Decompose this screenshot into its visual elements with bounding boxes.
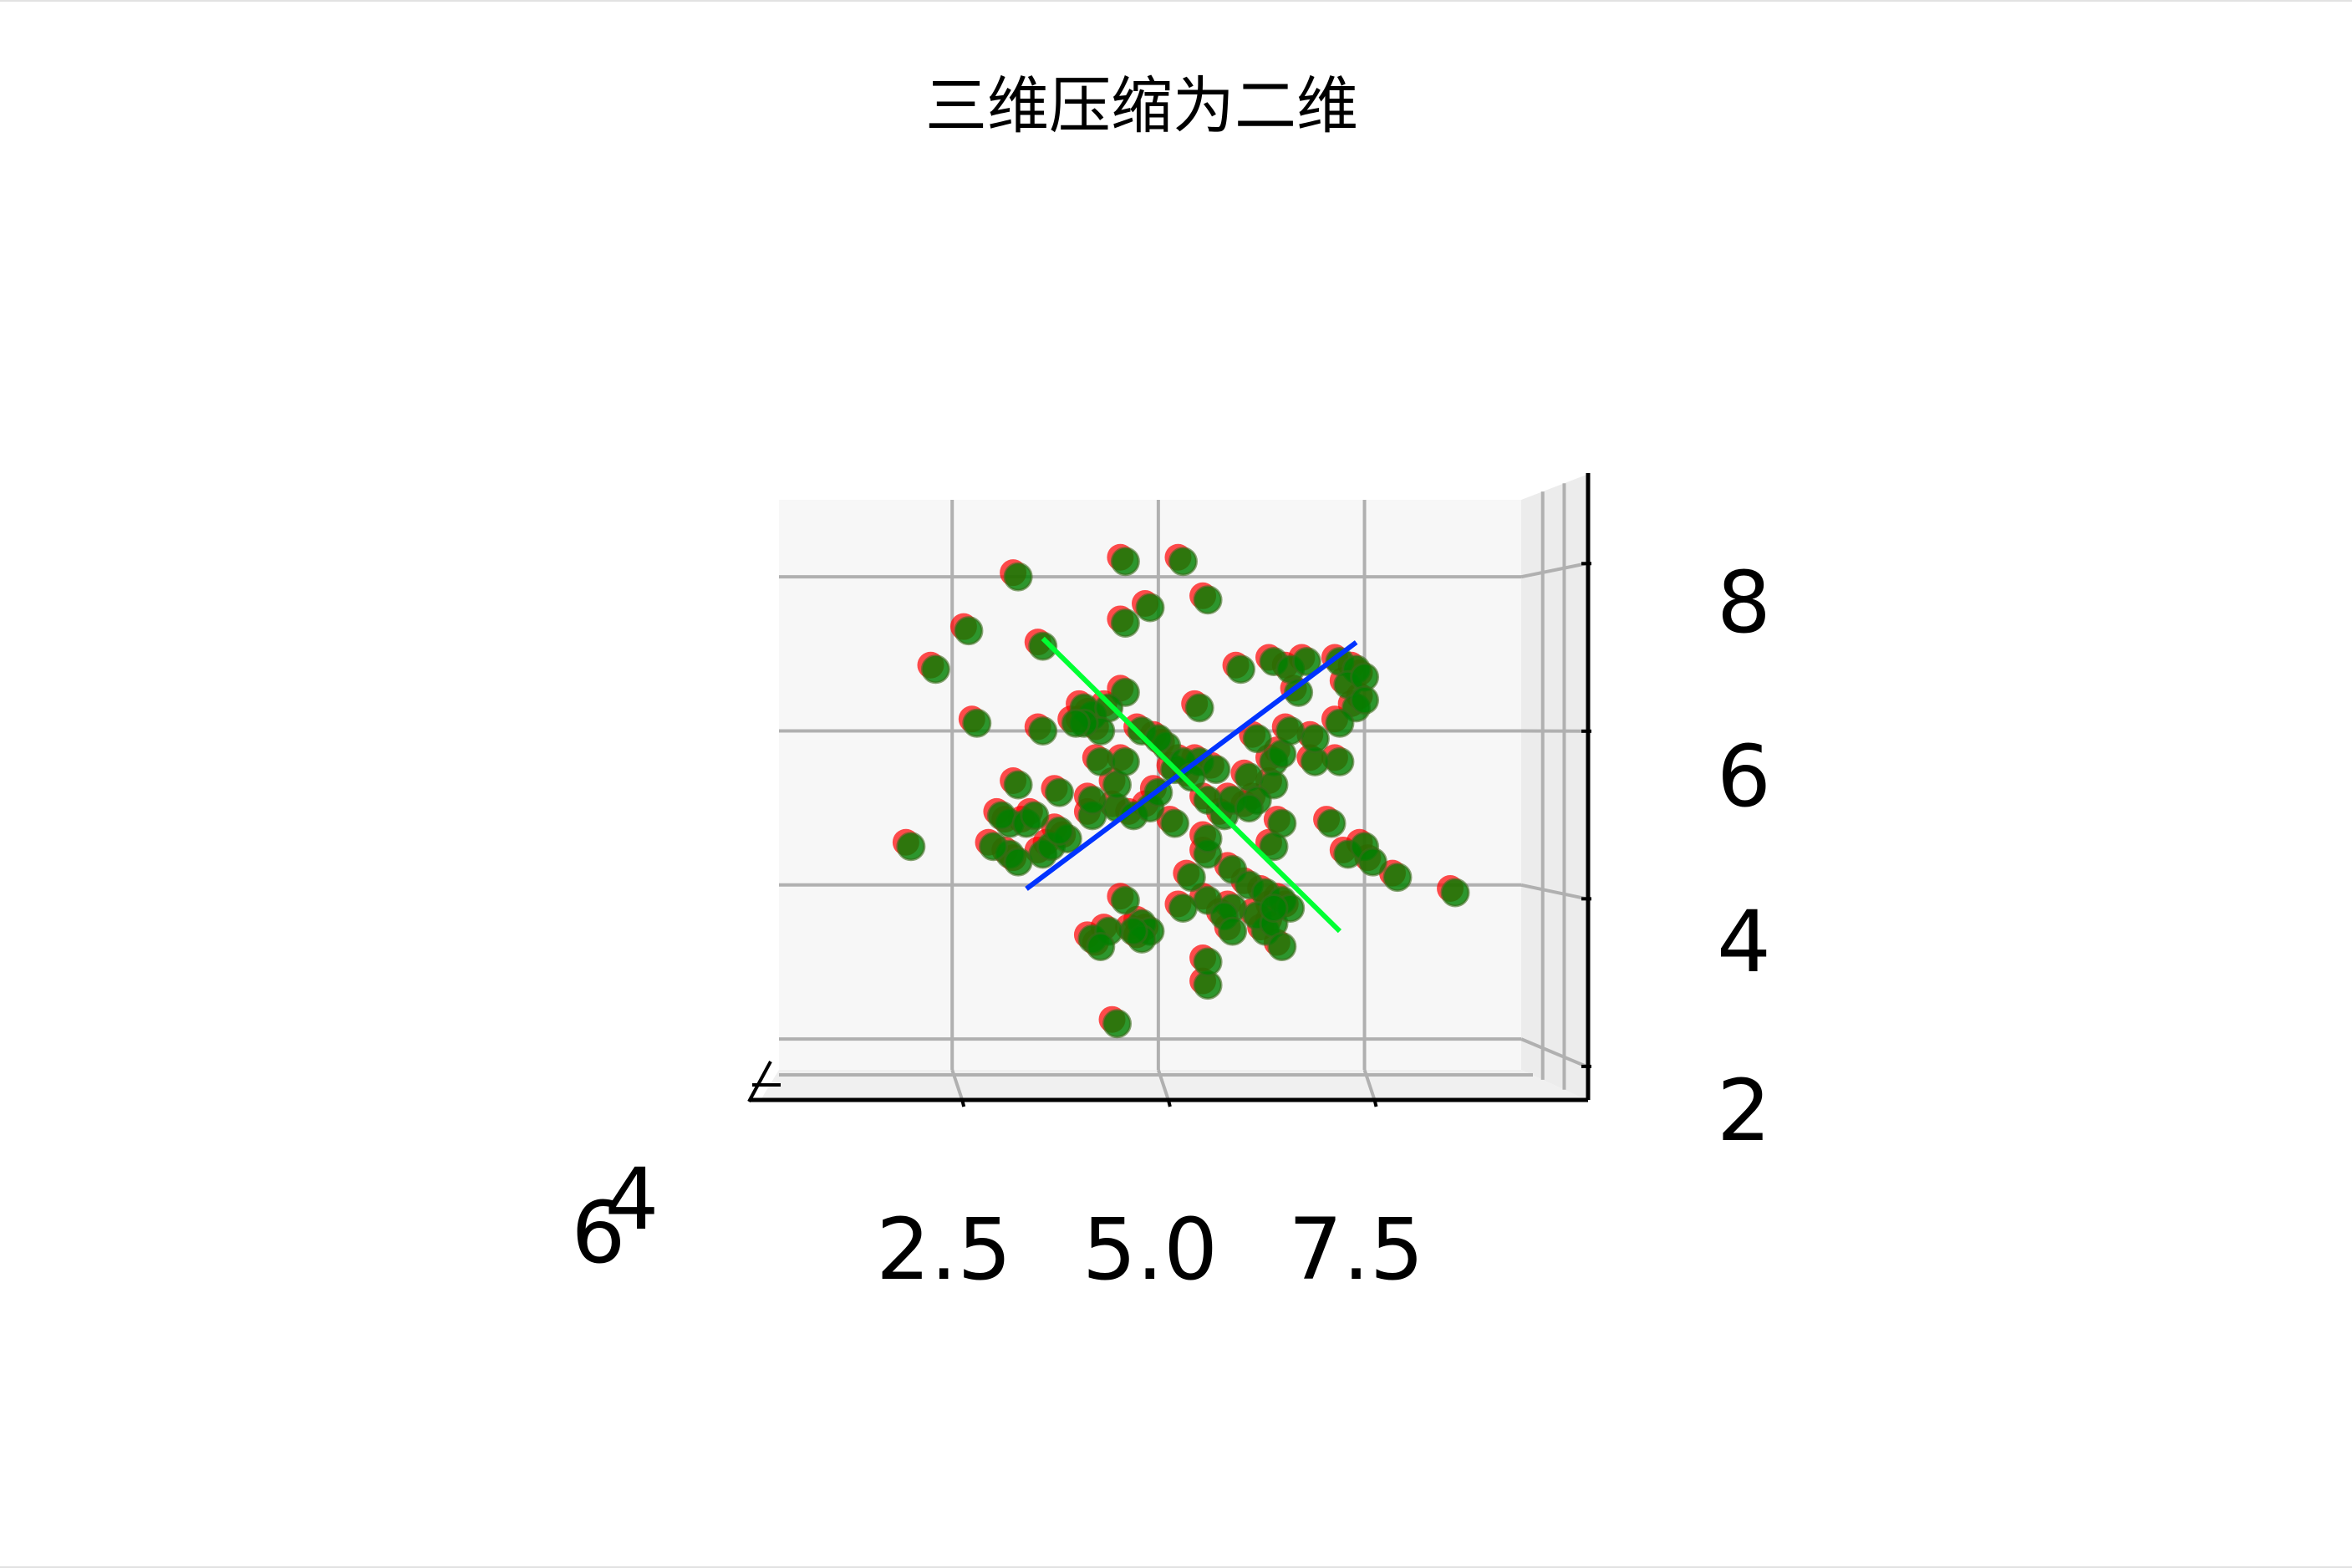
point-projected-7	[954, 616, 984, 646]
point-projected-11	[1028, 715, 1058, 746]
y-tick-label-1: 6	[572, 1184, 626, 1283]
point-projected-1	[1003, 562, 1033, 592]
point-projected-94	[986, 801, 1016, 831]
point-projected-32	[1325, 708, 1355, 738]
point-projected-97	[1020, 801, 1050, 831]
point-projected-6	[1135, 593, 1165, 623]
z-tick-label-0: 2	[1717, 1061, 1771, 1161]
z-tick-label-3: 8	[1717, 553, 1771, 653]
point-projected-55	[1168, 893, 1198, 923]
y-tick-label-0: 4	[605, 1150, 659, 1250]
point-projected-88	[1193, 824, 1223, 854]
point-projected-109	[1242, 724, 1272, 754]
point-projected-71	[1440, 878, 1470, 908]
point-projected-72	[1102, 1009, 1133, 1039]
point-projected-60	[1118, 916, 1148, 946]
right-pane	[1521, 475, 1586, 1100]
point-projected-45	[1357, 847, 1387, 877]
line-component_2	[1041, 636, 1342, 934]
point-projected-49	[1176, 863, 1206, 893]
point-projected-92	[1086, 746, 1116, 776]
floor-pane	[761, 1070, 1586, 1100]
point-projected-33	[1325, 746, 1355, 776]
z-tick-label-2: 6	[1717, 727, 1771, 827]
line-component_1	[1025, 640, 1358, 891]
z-side-gridline-0	[1520, 1037, 1587, 1068]
point-projected-18	[1201, 755, 1231, 785]
point-projected-79	[1003, 847, 1033, 877]
chart-title: 三维压缩为二维	[925, 70, 1358, 142]
y-axis-stub	[747, 1061, 772, 1102]
grid-lines	[779, 483, 1591, 1107]
point-projected-68	[1259, 893, 1289, 923]
point-projected-96	[1044, 816, 1074, 846]
data-points	[892, 543, 1470, 1039]
z-side-gridline-3	[1520, 562, 1587, 579]
point-projected-89	[1044, 777, 1074, 807]
point-projected-90	[1077, 785, 1107, 815]
point-projected-93	[1003, 770, 1033, 800]
point-projected-74	[1193, 947, 1223, 977]
point-projected-21	[1226, 654, 1256, 685]
point-projected-10	[962, 708, 992, 738]
point-projected-112	[1300, 724, 1330, 754]
point-projected-3	[1168, 547, 1198, 577]
point-projected-40	[1234, 793, 1264, 823]
z-side-gridline-1	[1520, 883, 1587, 901]
point-projected-8	[1028, 631, 1058, 661]
axes	[747, 473, 1591, 1102]
point-projected-70	[1382, 863, 1413, 893]
x-tick-label-0: 2.5	[876, 1200, 1011, 1300]
point-projected-0	[896, 832, 926, 862]
x-tick-label-1: 5.0	[1082, 1200, 1218, 1300]
point-projected-31	[1350, 685, 1380, 715]
point-projected-42	[1316, 808, 1347, 838]
point-projected-13	[1184, 693, 1214, 723]
point-projected-9	[920, 654, 950, 685]
point-projected-69	[1267, 932, 1297, 962]
point-projected-46	[1259, 832, 1289, 862]
point-projected-24	[1291, 647, 1321, 677]
component-lines	[1025, 636, 1358, 934]
z-tick-label-1: 4	[1717, 893, 1771, 992]
point-projected-98	[1110, 746, 1140, 776]
point-projected-5	[1110, 608, 1140, 638]
point-projected-87	[1160, 808, 1190, 838]
point-projected-2	[1110, 547, 1140, 577]
point-projected-62	[1218, 916, 1248, 946]
point-projected-111	[1275, 715, 1306, 746]
point-projected-108	[1061, 708, 1091, 738]
point-projected-76	[1086, 932, 1116, 962]
point-projected-102	[1143, 724, 1173, 754]
point-projected-56	[1110, 885, 1140, 915]
x-tick-label-2: 7.5	[1288, 1200, 1423, 1300]
point-projected-4	[1193, 585, 1223, 615]
point-projected-113	[979, 832, 1009, 862]
